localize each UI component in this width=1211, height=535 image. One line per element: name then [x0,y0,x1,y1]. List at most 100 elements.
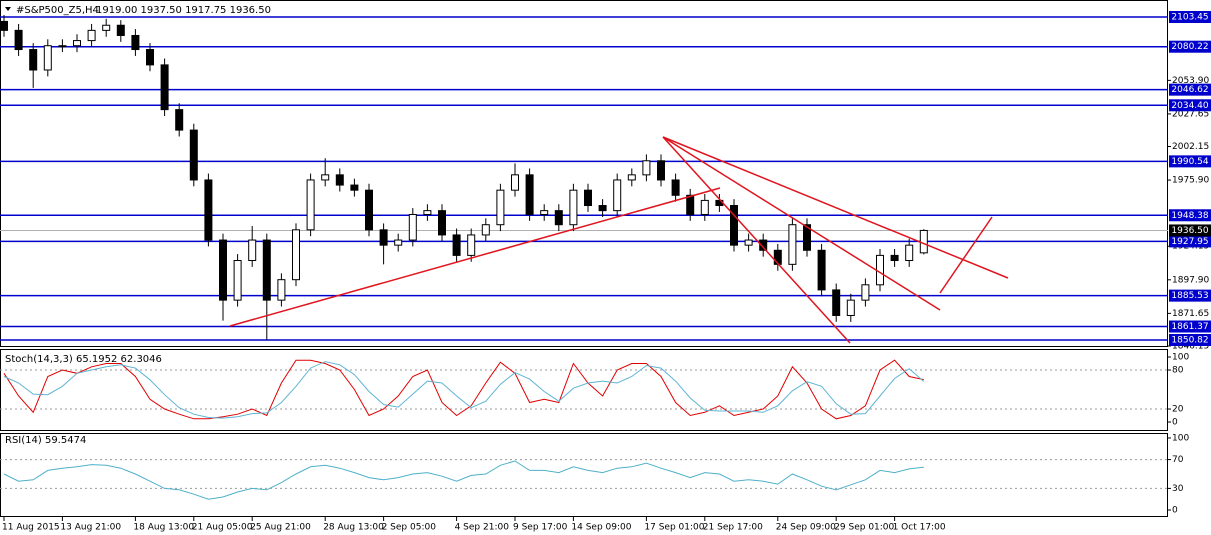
candle-body [700,199,709,215]
level-label: 2103.45 [1171,13,1208,23]
y-tick-label: 2002.15 [1172,142,1209,152]
chart-title: #S&P500_Z5,H4 [16,5,99,16]
candle-body [584,189,592,207]
level-label-box [1169,235,1211,248]
x-tick-label: 14 Sep 09:00 [571,523,631,533]
level-label-box [1169,40,1211,53]
level-label: 1861.37 [1171,322,1208,332]
y-tick-label: 100 [1172,433,1189,443]
trend-line [662,136,1009,279]
y-tick-label: 2053.90 [1172,76,1209,86]
current-price-label: 1936.50 [1171,226,1208,236]
rsi-frame [0,433,1168,517]
candle-body [248,239,257,262]
candle-body [292,229,300,281]
y-tick-label: 20 [1172,405,1184,415]
trend-line [662,136,851,344]
y-tick-label: 80 [1172,366,1184,376]
x-tick-label: 29 Sep 01:00 [834,523,894,533]
candle-body [379,229,388,246]
level-label: 1990.54 [1171,157,1208,167]
level-label: 2080.22 [1171,42,1208,52]
stoch-frame [0,349,1168,431]
candle-body [438,210,446,236]
level-label: 1927.95 [1171,237,1208,247]
x-tick-label: 17 Sep 01:00 [644,523,704,533]
y-tick-label: 2027.65 [1172,109,1209,119]
current-price-box [1169,224,1211,237]
candle-body [861,284,870,301]
candle-body [0,20,8,31]
level-label-box [1169,11,1211,24]
indicator-title: RSI(14) 59.5474 [5,435,86,446]
candle-body [759,239,768,251]
candle-body [832,289,841,316]
candle-body [876,254,884,286]
candle-body [43,45,52,71]
candle-body [657,160,665,181]
y-tick-label: 1897.90 [1172,275,1209,285]
y-tick-label: 1975.90 [1172,176,1209,186]
candle-body [817,249,826,291]
candle-body [321,174,330,181]
candle-body [116,24,125,36]
candle-body [277,279,286,301]
y-tick-label: 0 [1172,506,1178,516]
x-tick-label: 2 Sep 05:00 [382,523,437,533]
candle-body [540,210,549,215]
candle-body [233,260,242,301]
x-tick-label: 28 Aug 13:00 [323,523,384,533]
y-tick-label: 1871.65 [1172,309,1209,319]
candle-body [846,299,855,316]
candle-body [686,194,695,215]
indicator-line [3,460,924,500]
candle-body [175,109,184,131]
x-tick-label: 21 Sep 17:00 [703,523,763,533]
candle-body [744,239,753,246]
candle-body [496,189,505,226]
x-tick-label: 11 Aug 2015 [2,523,60,533]
candle-body [87,29,96,42]
level-label: 1948.38 [1171,211,1208,221]
candle-body [730,205,738,246]
candle-body [511,174,519,191]
indicator-line [3,361,925,419]
level-label-box [1169,155,1211,168]
candle-body [481,224,490,236]
candle-body [452,234,461,256]
level-label: 2034.40 [1171,101,1208,111]
trend-line [229,187,721,327]
candle-body [919,229,928,254]
x-tick-label: 18 Aug 13:00 [133,523,194,533]
x-tick-label: 1 Oct 17:00 [893,523,946,533]
candle-body [525,174,534,215]
candle-body [102,24,111,31]
candle-body [146,49,154,66]
candle-body [204,179,213,241]
x-tick-label: 25 Aug 21:00 [250,523,311,533]
menu-arrow [5,7,11,11]
level-label-box [1169,320,1211,333]
candle-body [569,189,578,226]
candle-body [131,34,140,51]
trend-lines [229,136,1009,344]
y-tick-label: 70 [1172,455,1184,465]
candle-body [73,40,81,47]
candle-body [554,210,563,226]
candle-body [335,174,344,186]
panel-frames [0,0,1168,517]
candle-body [788,224,797,265]
plot-layer: 2053.902027.652002.151975.901924.151897.… [0,11,1211,533]
candle-body [365,189,373,231]
candle-body [160,64,169,111]
candle-body [29,49,38,71]
trend-line [939,216,993,294]
y-tick-label: 0 [1172,418,1178,428]
level-label: 1850.82 [1171,336,1208,346]
candle-body [671,179,680,196]
main-frame [0,0,1168,347]
indicator-title: Stoch(14,3,3) 65.1952 62.3046 [5,354,162,365]
candle-body [189,129,198,181]
level-label-box [1169,289,1211,302]
